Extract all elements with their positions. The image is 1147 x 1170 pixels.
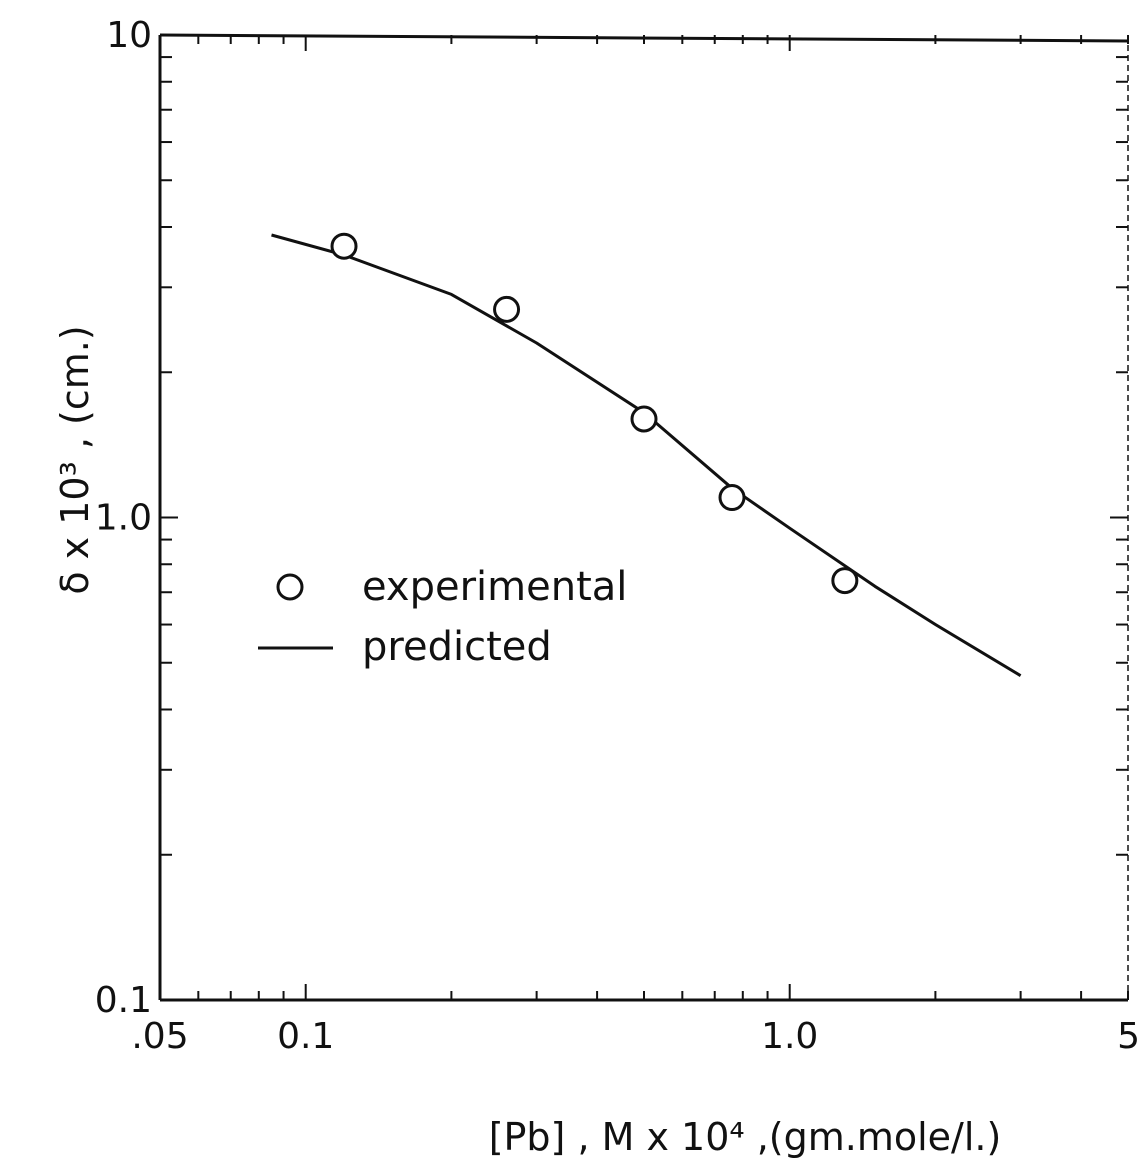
plot-frame [160,35,1128,1000]
y-tick-label: 0.1 [95,980,152,1021]
x-tick-label: 1.0 [761,1016,818,1057]
x-tick-label: 5 [1117,1016,1140,1057]
y-axis-title: δ x 10³ , (cm.) [53,325,97,594]
x-tick-label: .05 [131,1016,188,1057]
legend-label-experimental: experimental [362,564,627,610]
y-tick-label: 1.0 [95,498,152,539]
experimental-point [495,297,519,321]
x-tick-label: 0.1 [277,1016,334,1057]
experimental-series [332,234,857,592]
tick-labels: .05 0.1 1.0 50.11.010 [95,15,1140,1057]
y-tick-label: 10 [106,15,152,56]
experimental-point [332,234,356,258]
legend: experimental predicted [258,564,627,670]
experimental-point [632,407,656,431]
legend-marker-experimental [278,575,302,599]
axis-ticks [160,35,1128,1000]
x-axis-title: [Pb] , M x 10⁴ ,(gm.mole/l.) [489,1115,1002,1159]
experimental-point [833,569,857,593]
experimental-point [720,486,744,510]
legend-label-predicted: predicted [362,624,552,670]
